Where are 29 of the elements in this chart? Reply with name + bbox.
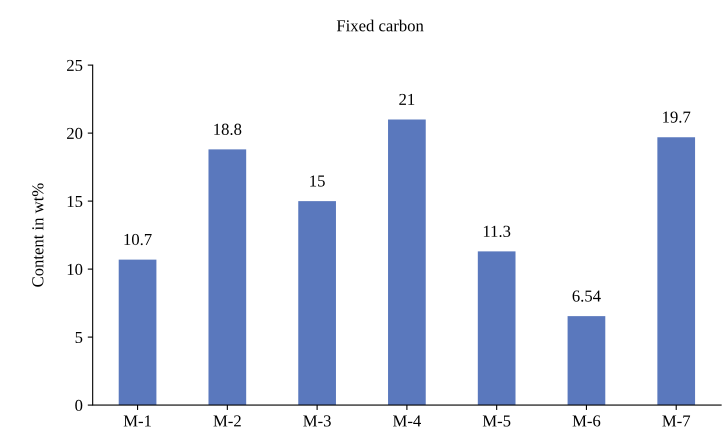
bar: [388, 120, 426, 406]
y-tick-label: 0: [75, 400, 82, 412]
bar: [298, 201, 336, 406]
y-tick-label: 25: [67, 60, 82, 72]
data-label: 6.54: [572, 290, 601, 302]
data-label: 15: [310, 175, 325, 187]
data-label: 18.8: [214, 124, 242, 136]
data-label: 21: [399, 94, 414, 105]
bar: [568, 316, 606, 406]
bar: [478, 251, 516, 406]
x-tick-label: M-6: [572, 415, 600, 427]
x-tick-label: M-7: [662, 415, 690, 426]
chart-title: Fixed carbon: [336, 20, 424, 32]
x-tick-label: M-1: [124, 415, 151, 426]
data-label: 11.3: [484, 226, 510, 237]
x-tick-label: M-2: [213, 415, 241, 426]
y-tick-label: 5: [76, 332, 82, 344]
y-tick-label: 20: [67, 128, 82, 140]
data-label: 10.7: [124, 234, 152, 246]
bar: [657, 137, 696, 406]
bar: [208, 149, 246, 406]
x-tick-label: M-3: [303, 415, 331, 427]
y-axis-title: Content in wt%: [32, 183, 44, 287]
y-tick-label: 15: [68, 196, 82, 208]
x-tick-label: M-5: [482, 415, 510, 427]
bar: [118, 260, 156, 406]
y-tick-label: 10: [68, 264, 82, 276]
x-tick-label: M-4: [393, 415, 421, 426]
data-label: 19.7: [663, 111, 690, 123]
